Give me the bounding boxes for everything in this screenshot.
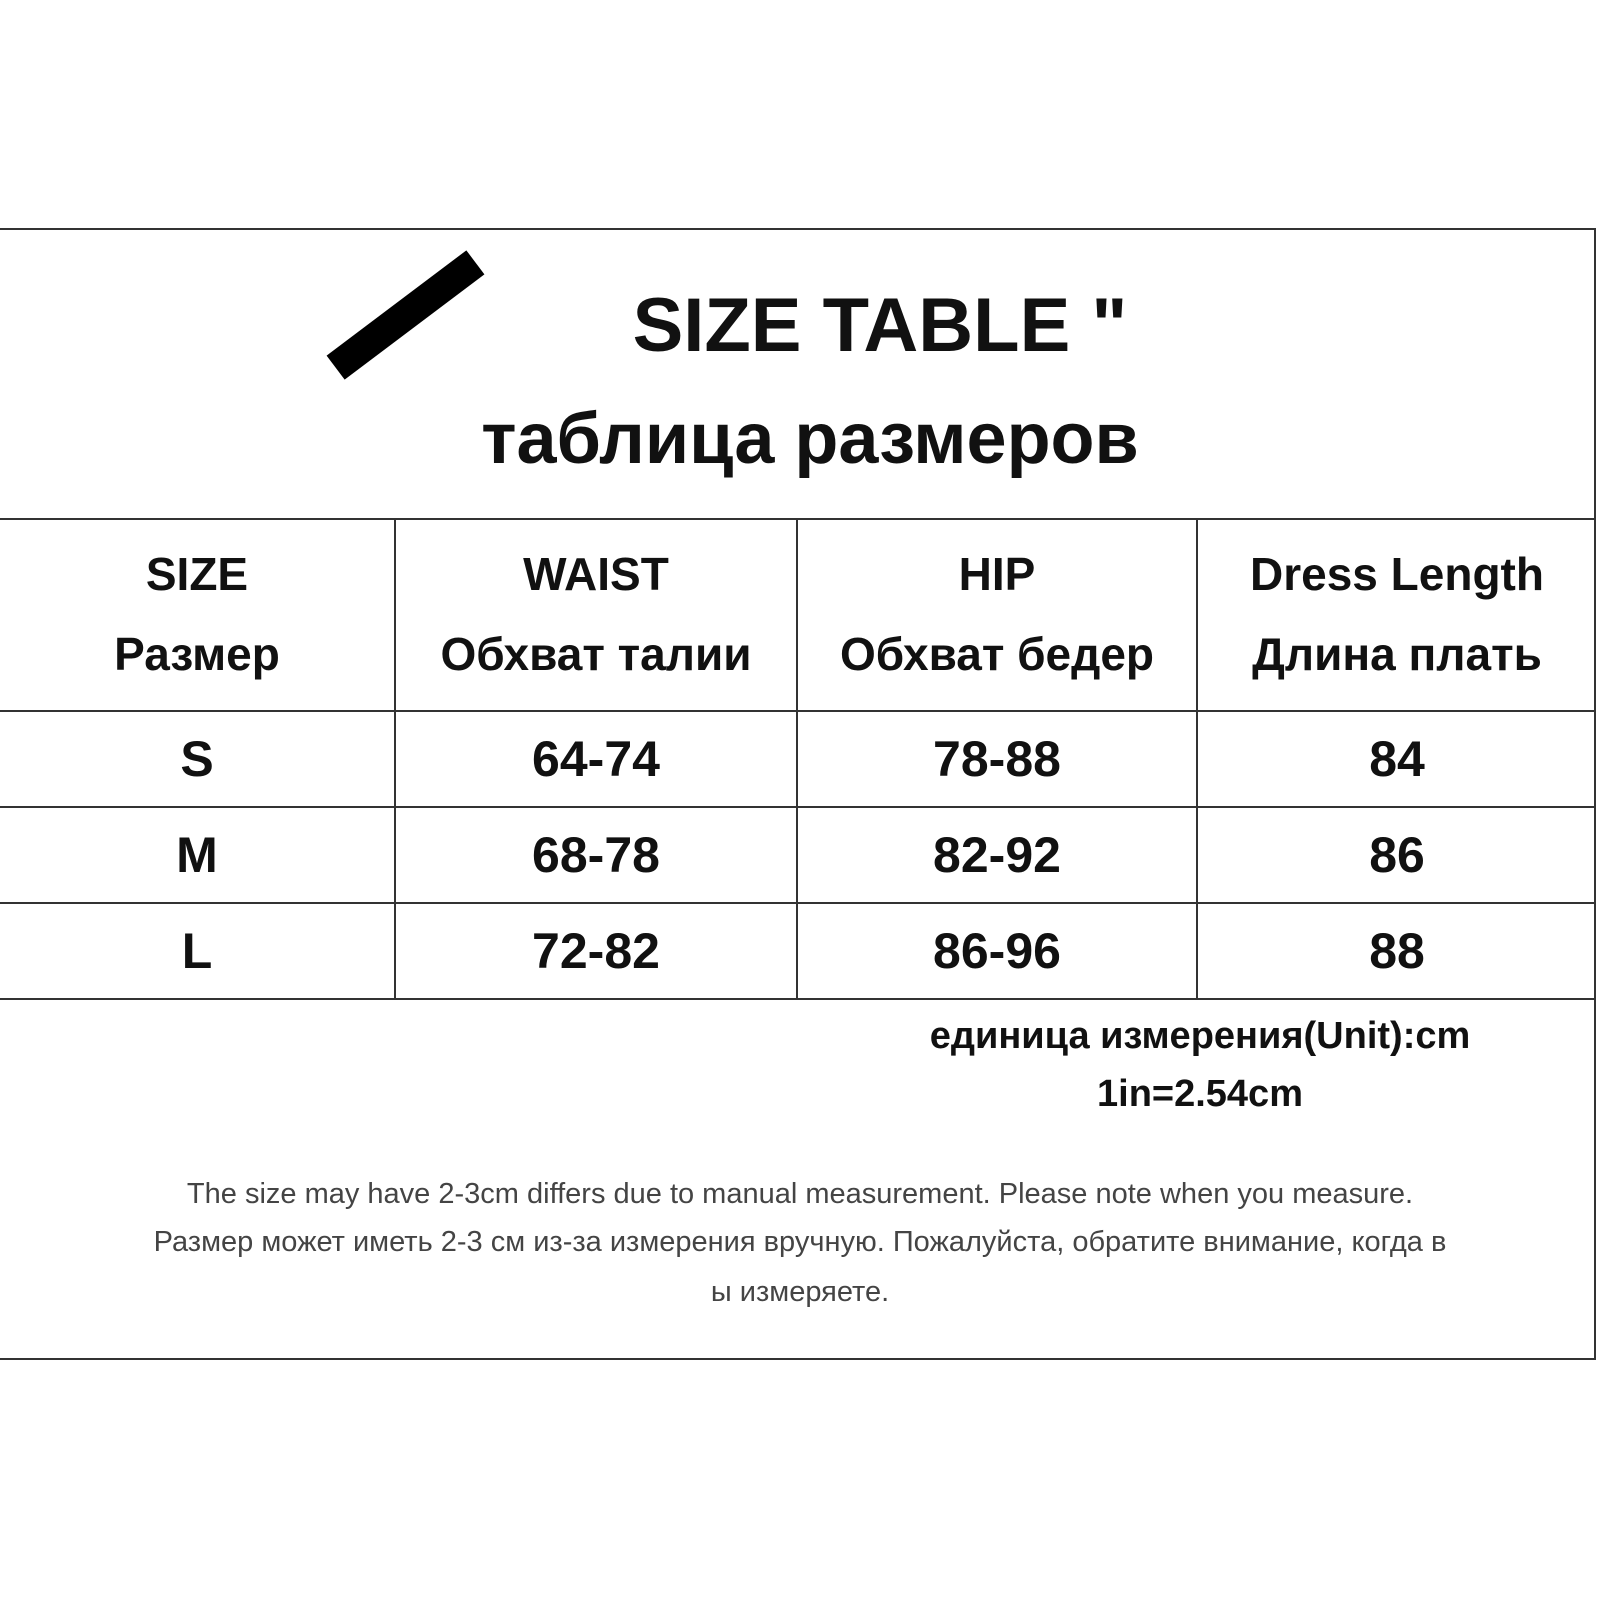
unit-line: единица измерения(Unit):cm xyxy=(929,1015,1471,1057)
table-cell: 86 xyxy=(1198,808,1596,904)
header-cell: SIZE Размер xyxy=(0,518,396,712)
note-line: The size may have 2-3cm differs due to m… xyxy=(186,1178,1414,1210)
table-cell: 72-82 xyxy=(396,904,798,1000)
header-text: Обхват бедер xyxy=(839,628,1155,680)
table-cell: 64-74 xyxy=(396,712,798,808)
header-text: SIZE xyxy=(145,548,249,600)
note-line: ы измеряете. xyxy=(710,1276,890,1308)
table-cell: L xyxy=(0,904,396,1000)
frame xyxy=(0,228,1596,1360)
header-text: Dress Length xyxy=(1250,548,1544,600)
note-line: Размер может иметь 2-3 см из-за измерени… xyxy=(153,1226,1447,1258)
header-text: Обхват талии xyxy=(440,628,752,680)
table-cell: M xyxy=(0,808,396,904)
table-cell: S xyxy=(0,712,396,808)
header-text: Размер xyxy=(114,628,280,680)
title: SIZE TABLE " xyxy=(632,283,1128,368)
header-cell: HIP Обхват бедер xyxy=(798,518,1198,712)
table-cell: 84 xyxy=(1198,712,1596,808)
header-cell: Dress Length Длина плать xyxy=(1198,518,1596,712)
header-cell: WAIST Обхват талии xyxy=(396,518,798,712)
header-text: HIP xyxy=(958,548,1036,600)
unit-line: 1in=2.54cm xyxy=(1097,1073,1303,1115)
header-text: WAIST xyxy=(523,548,669,600)
table-cell: 86-96 xyxy=(798,904,1198,1000)
table-cell: 82-92 xyxy=(798,808,1198,904)
subtitle: таблица размеров xyxy=(481,399,1139,479)
table-cell: 68-78 xyxy=(396,808,798,904)
table-border xyxy=(0,518,1596,520)
table-cell: 88 xyxy=(1198,904,1596,1000)
header-text: Длина плать xyxy=(1252,628,1542,680)
table-cell: 78-88 xyxy=(798,712,1198,808)
